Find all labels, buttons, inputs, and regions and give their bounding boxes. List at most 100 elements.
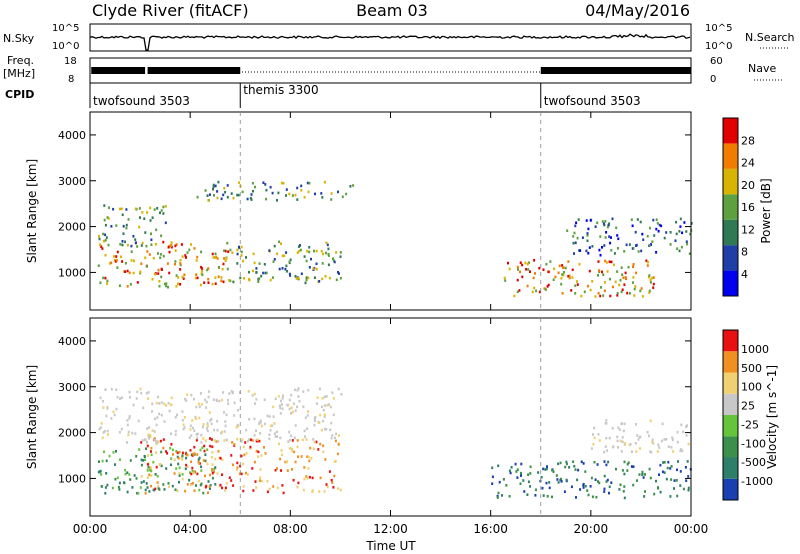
velocity-cell <box>221 473 224 476</box>
velocity-cell <box>224 489 227 492</box>
power-colorbar-tick-4: 12 <box>741 223 755 236</box>
power-cell <box>656 222 659 225</box>
power-cell <box>574 292 577 295</box>
velocity-cell <box>138 448 141 451</box>
velocity-cell <box>210 417 213 421</box>
power-cell <box>114 260 117 263</box>
power-cell <box>190 243 192 246</box>
velocity-cell <box>151 402 154 406</box>
power-cell <box>610 249 613 252</box>
power-cell <box>107 217 110 220</box>
power-cell <box>627 265 630 269</box>
power-cell <box>549 260 552 263</box>
velocity-cell <box>171 448 174 452</box>
velocity-cell <box>210 456 213 459</box>
power-cell <box>314 192 316 196</box>
power-colorbar-tick-2: 20 <box>741 179 755 192</box>
power-cell <box>599 294 602 298</box>
velocity-cell <box>286 469 289 472</box>
power-cell <box>614 280 617 284</box>
power-cell <box>608 260 611 264</box>
velocity-cell <box>103 430 106 433</box>
velocity-cell <box>259 479 261 482</box>
power-cell <box>636 218 639 221</box>
velocity-cell <box>136 491 139 495</box>
velocity-cell <box>685 479 688 482</box>
velocity-cell <box>663 471 666 474</box>
power-cell <box>527 261 530 264</box>
power-cell <box>544 288 547 291</box>
power-cell <box>170 241 173 244</box>
power-cell <box>203 281 206 284</box>
range-tick-label-1-0: 1000 <box>58 472 86 485</box>
velocity-cell <box>99 426 102 429</box>
velocity-cell <box>634 442 637 445</box>
power-cell <box>162 212 165 215</box>
power-cell <box>646 260 649 264</box>
velocity-cell <box>248 438 250 441</box>
velocity-cell <box>667 460 670 464</box>
power-cell <box>179 263 182 267</box>
velocity-cell <box>529 485 532 488</box>
power-cell <box>586 239 589 243</box>
power-cell <box>179 268 182 271</box>
velocity-cell <box>582 486 585 489</box>
velocity-cell <box>324 458 327 461</box>
power-cell <box>529 270 531 273</box>
power-cell <box>306 181 309 185</box>
power-cell <box>149 206 152 210</box>
power-cell <box>108 206 110 209</box>
power-cell <box>571 276 574 279</box>
velocity-cell <box>687 442 690 446</box>
power-cell <box>165 282 168 285</box>
power-cell <box>134 238 137 241</box>
power-cell <box>612 285 614 289</box>
power-cell <box>300 272 303 276</box>
power-cell <box>561 273 564 276</box>
velocity-cell <box>273 422 276 425</box>
power-cell <box>616 294 619 297</box>
velocity-cell <box>268 433 271 436</box>
velocity-cell <box>117 485 120 489</box>
velocity-cell <box>636 434 639 437</box>
power-cell <box>200 269 203 273</box>
power-cell <box>120 207 123 211</box>
velocity-cell <box>653 492 656 496</box>
noise-tick-left-bottom: 10^0 <box>52 41 79 52</box>
velocity-cell <box>304 435 306 438</box>
power-cell <box>566 229 569 232</box>
power-colorbar-swatch-0 <box>723 270 738 296</box>
velocity-cell <box>548 481 551 484</box>
power-cell <box>610 260 613 264</box>
beam-title: Beam 03 <box>356 1 428 20</box>
power-cell <box>134 241 137 244</box>
power-cell <box>216 190 219 193</box>
velocity-cell <box>175 450 178 453</box>
velocity-cell <box>307 467 310 470</box>
velocity-cell <box>289 447 291 450</box>
velocity-cell <box>155 451 158 454</box>
velocity-cell <box>326 485 329 489</box>
power-cell <box>104 233 107 237</box>
range-tick-label-0-1: 2000 <box>58 221 86 234</box>
power-cell <box>599 235 602 238</box>
velocity-cell <box>545 481 548 485</box>
velocity-cell <box>260 424 263 428</box>
velocity-cell <box>610 481 613 484</box>
velocity-cell <box>332 397 335 400</box>
power-cell <box>245 256 247 259</box>
velocity-cell <box>105 459 108 463</box>
velocity-cell <box>211 471 214 475</box>
velocity-cell <box>660 439 663 443</box>
velocity-cell <box>214 466 217 469</box>
power-cell <box>262 271 265 275</box>
velocity-cell <box>151 429 154 432</box>
power-cell <box>609 277 611 281</box>
power-cell <box>167 285 169 289</box>
power-cell <box>255 271 258 274</box>
power-cell <box>132 235 135 238</box>
power-cell <box>339 251 342 254</box>
velocity-cell <box>686 460 689 463</box>
power-cell <box>223 186 226 190</box>
power-cell <box>606 225 609 229</box>
